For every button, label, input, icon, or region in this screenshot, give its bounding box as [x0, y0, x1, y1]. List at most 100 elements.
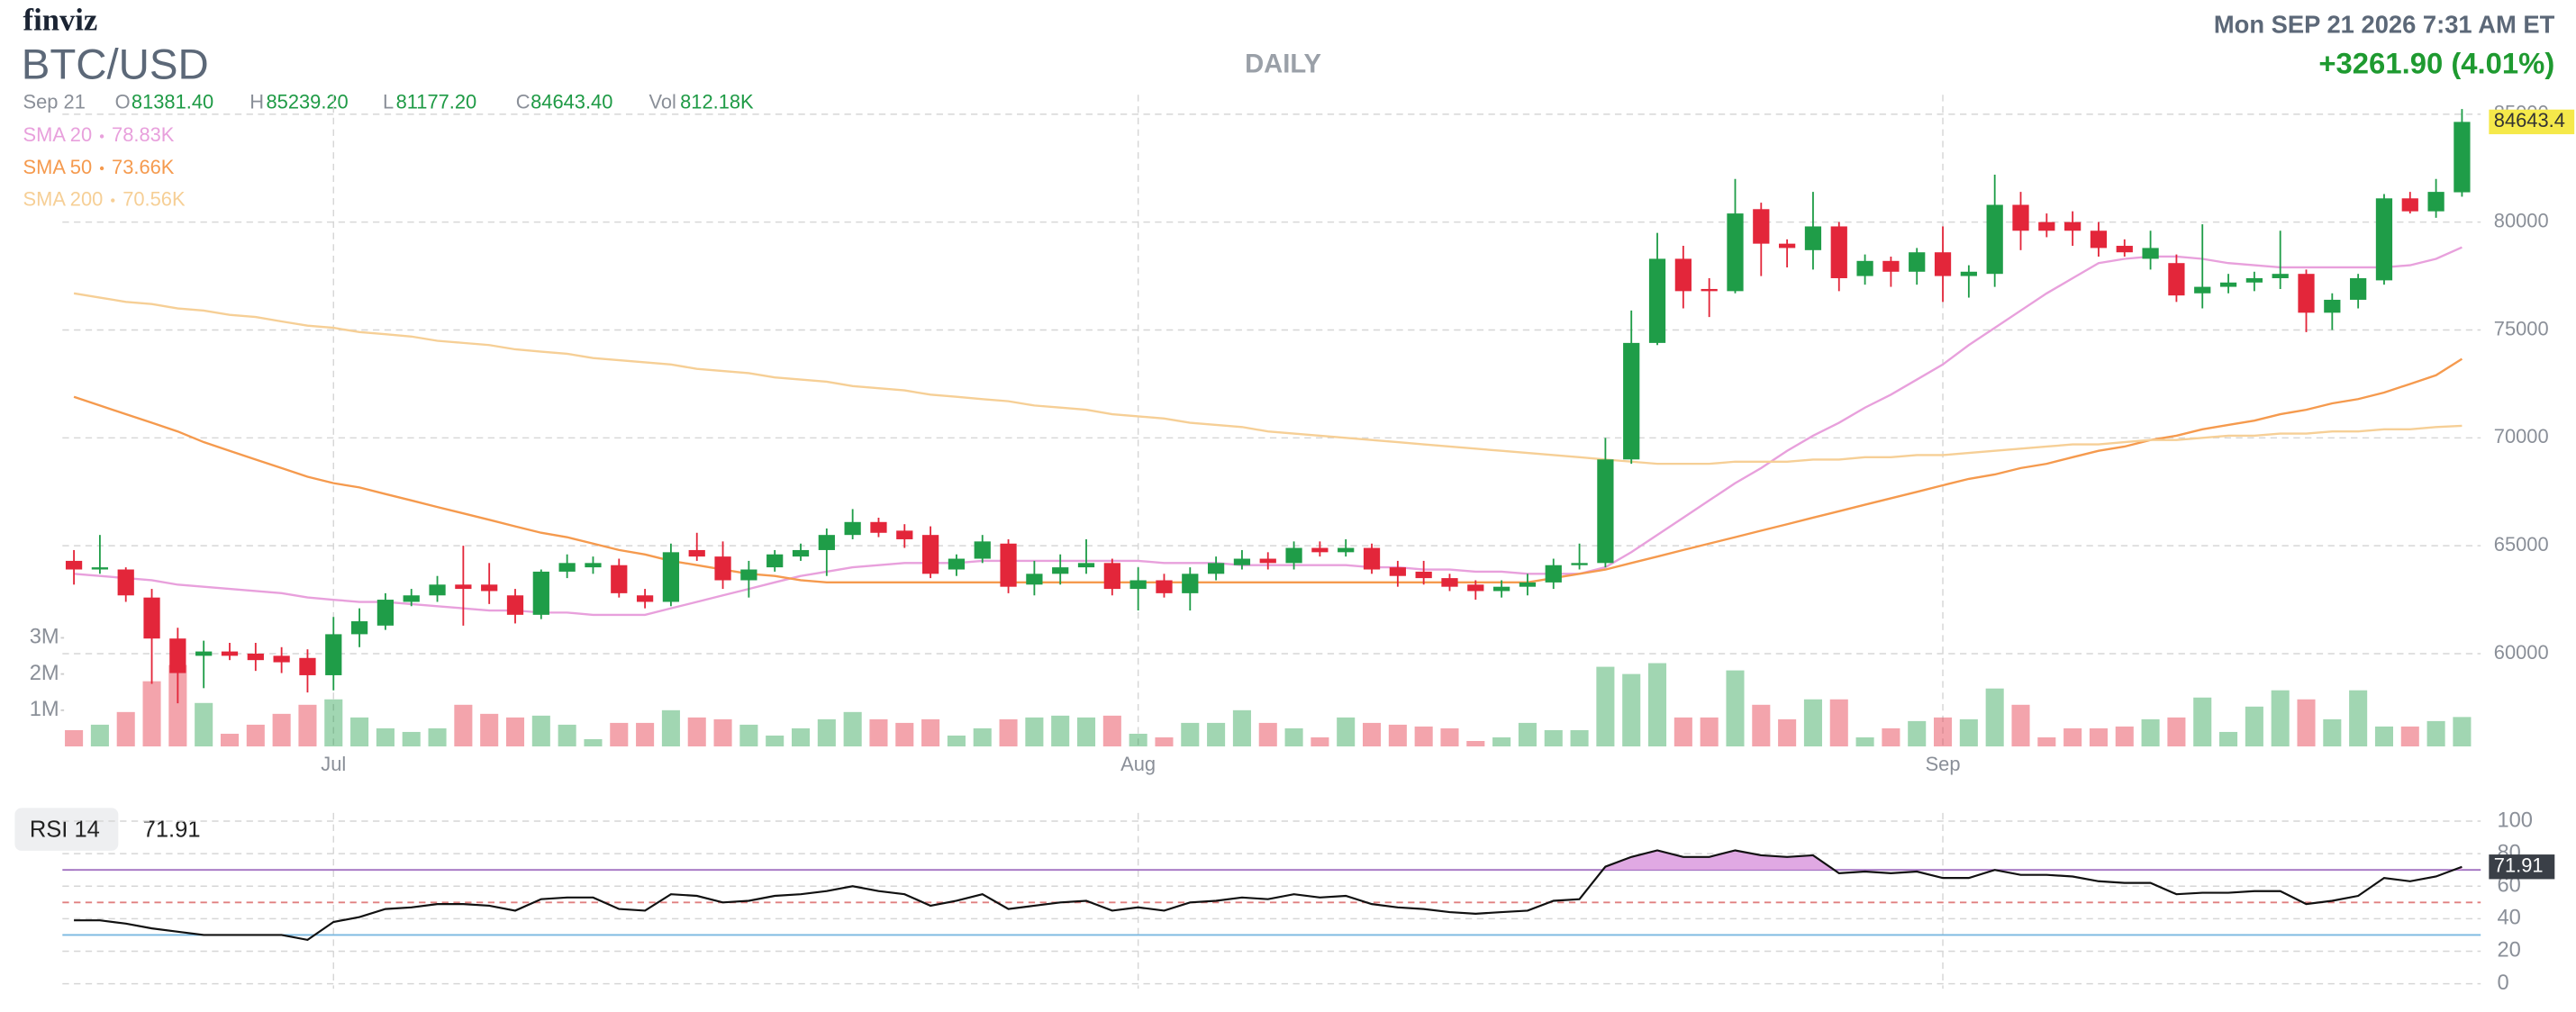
quote-date: Sep 21 — [23, 91, 86, 113]
volume-bar — [1284, 727, 1303, 747]
candle-body — [1492, 586, 1510, 592]
candle-body — [2064, 221, 2082, 231]
candle-body — [1363, 547, 1381, 570]
candle-body — [376, 600, 395, 626]
candle-body — [2038, 221, 2055, 231]
volume-bar — [2115, 726, 2134, 747]
volume-bar — [1544, 729, 1563, 747]
volume-bar — [90, 724, 109, 747]
candle-body — [2168, 263, 2185, 296]
quote-label: H — [249, 91, 264, 113]
volume-bar — [2453, 717, 2472, 747]
rsi-tick-label: 100 — [2497, 809, 2533, 832]
volume-bar — [142, 681, 161, 747]
volume-bar — [2271, 690, 2290, 747]
volume-bar — [350, 717, 369, 747]
volume-bar — [1388, 724, 1407, 747]
volume-bar — [402, 731, 421, 747]
datetime: Mon SEP 21 2026 7:31 AM ET — [2214, 10, 2555, 38]
volume-bar — [687, 717, 706, 747]
candle-body — [1415, 571, 1432, 579]
candle-body — [1804, 226, 1822, 250]
legend-value: 73.66K — [112, 156, 175, 178]
candle-body — [1077, 563, 1095, 568]
volume-bar — [1466, 740, 1485, 747]
x-tick-label: Aug — [1120, 753, 1156, 775]
quote-label: Vol — [649, 91, 676, 113]
candle-body — [1674, 258, 1692, 292]
volume-bar — [1414, 726, 1433, 747]
volume-bar — [2297, 699, 2316, 747]
last-price-label: 84643.4 — [2494, 109, 2565, 131]
candle-body — [870, 521, 887, 533]
volume-bar — [116, 711, 135, 747]
candle-body — [506, 595, 524, 615]
candle-body — [2272, 274, 2289, 278]
candle-body — [1753, 209, 1770, 244]
volume-bar — [869, 718, 888, 747]
volume-bar — [2349, 690, 2368, 747]
candle-body — [558, 563, 576, 572]
candle-body — [2142, 248, 2159, 259]
volume-bar — [1803, 699, 1822, 747]
candle-body — [1934, 252, 1952, 276]
candle-body — [2245, 277, 2263, 283]
volume-bar — [1570, 729, 1589, 747]
volume-bar — [1934, 717, 1953, 747]
candle-body — [766, 554, 784, 568]
volume-bar — [584, 738, 603, 747]
y-tick-label: 65000 — [2494, 533, 2549, 556]
candle-body — [1103, 563, 1120, 590]
candle-body — [1233, 558, 1251, 565]
candle-body — [818, 535, 835, 550]
sma-line — [73, 292, 2463, 465]
candle-body — [2116, 246, 2133, 253]
volume-bar — [272, 713, 291, 747]
volume-bar — [1051, 715, 1070, 747]
candle-body — [455, 584, 472, 590]
last-price-badge — [2489, 109, 2575, 135]
candle-body — [921, 535, 939, 574]
volume-bar — [1155, 736, 1174, 747]
volume-bar — [1882, 727, 1900, 747]
candle-body — [350, 621, 368, 635]
volume-bar — [661, 709, 680, 747]
volume-bar — [324, 699, 343, 747]
volume-bar — [843, 711, 862, 747]
volume-bar — [2323, 718, 2342, 747]
candle-body — [221, 651, 239, 656]
candle-body — [1882, 260, 1900, 272]
candle-body — [65, 560, 83, 570]
candle-body — [325, 634, 342, 675]
quote-value: 81177.20 — [396, 91, 477, 113]
quote-value: 85239.20 — [266, 91, 348, 113]
volume-bar — [2064, 727, 2082, 747]
volume-bar — [2193, 697, 2212, 747]
rsi-tick-label: 20 — [2497, 939, 2520, 962]
volume-bar — [2141, 718, 2160, 747]
candle-body — [117, 569, 134, 596]
volume-bar — [1959, 718, 1978, 747]
candle-body — [1519, 582, 1537, 587]
volume-bar — [65, 729, 84, 747]
volume-bar — [1829, 699, 1848, 747]
candle-body — [2375, 198, 2393, 281]
candle-body — [2012, 204, 2029, 231]
volume-bar — [2089, 727, 2108, 747]
volume-bar — [1673, 717, 1692, 747]
candle-body — [1830, 226, 1847, 278]
legend-name: SMA 200 — [23, 187, 104, 210]
volume-bar — [531, 715, 550, 747]
volume-bar — [1258, 722, 1277, 747]
volume-bar — [973, 727, 992, 747]
volume-bar — [1181, 722, 1200, 747]
x-tick-label: Sep — [1926, 753, 1961, 775]
candle-body — [2090, 230, 2108, 248]
y2-tick-label: 3M — [30, 626, 59, 649]
volume-bar — [298, 704, 317, 747]
candle-body — [429, 584, 446, 596]
volume-bar — [195, 702, 213, 747]
legend-name: SMA 50 — [23, 156, 93, 178]
volume-bar — [1440, 727, 1459, 747]
volume-bar — [1647, 663, 1667, 747]
